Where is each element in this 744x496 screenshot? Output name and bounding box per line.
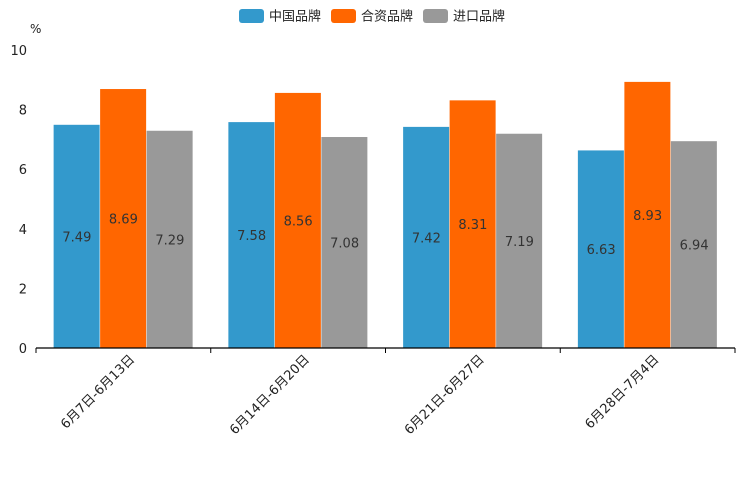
y-tick-label: 6 xyxy=(19,163,27,178)
y-tick-label: 4 xyxy=(19,223,27,238)
y-tick-label: 8 xyxy=(19,104,27,119)
bar--1 xyxy=(321,137,368,348)
bars: 7.49 8.69 7.29 7.58 8.56 7.08 7.42 8.31 7.19 6.63… xyxy=(53,81,717,349)
data-label: 7.08 xyxy=(330,237,359,252)
bar--2 xyxy=(496,133,543,348)
data-label: 7.19 xyxy=(505,235,534,250)
legend: 中国品牌 合资品牌 进口品牌 xyxy=(239,9,505,25)
bar--2 xyxy=(403,126,450,348)
bar--3 xyxy=(670,141,717,348)
x-category-label: 6月28日-7月4日 xyxy=(583,352,663,432)
data-label: 7.29 xyxy=(155,233,184,248)
bar--0 xyxy=(146,130,193,348)
x-category-label: 6月21日-6月27日 xyxy=(402,352,488,438)
x-category-label: 6月7日-6月13日 xyxy=(58,352,138,432)
x-axis: 6月7日-6月13日 6月14日-6月20日 6月21日-6月27日 6月28日-7月… xyxy=(35,347,736,438)
bar--0 xyxy=(100,89,147,349)
bar--1 xyxy=(274,92,321,348)
bar--1 xyxy=(228,122,275,348)
bar--2 xyxy=(449,100,496,348)
y-axis-unit-label: % xyxy=(30,22,41,36)
data-label: 7.42 xyxy=(412,231,441,246)
legend-label: 进口品牌 xyxy=(453,9,505,25)
x-category-label: 6月14日-6月20日 xyxy=(227,352,313,438)
bar--0 xyxy=(53,124,100,348)
y-axis: 0 2 4 6 8 10 xyxy=(10,44,27,357)
bar--3 xyxy=(577,150,624,348)
legend-label: 合资品牌 xyxy=(361,9,413,25)
data-label: 6.94 xyxy=(680,239,709,254)
legend-swatch xyxy=(423,9,448,23)
data-label: 6.63 xyxy=(587,243,616,258)
legend-label: 中国品牌 xyxy=(269,9,321,25)
data-label: 7.49 xyxy=(62,230,91,245)
data-label: 7.58 xyxy=(237,229,266,244)
data-label: 8.69 xyxy=(109,213,138,228)
y-tick-label: 2 xyxy=(19,282,27,297)
y-tick-label: 10 xyxy=(10,44,27,59)
legend-swatch xyxy=(239,9,264,23)
bar--3 xyxy=(624,81,671,349)
data-label: 8.56 xyxy=(284,214,313,229)
data-label: 8.31 xyxy=(458,218,487,233)
y-tick-label: 0 xyxy=(19,342,27,357)
data-label: 8.93 xyxy=(633,209,662,224)
legend-swatch xyxy=(331,9,356,23)
